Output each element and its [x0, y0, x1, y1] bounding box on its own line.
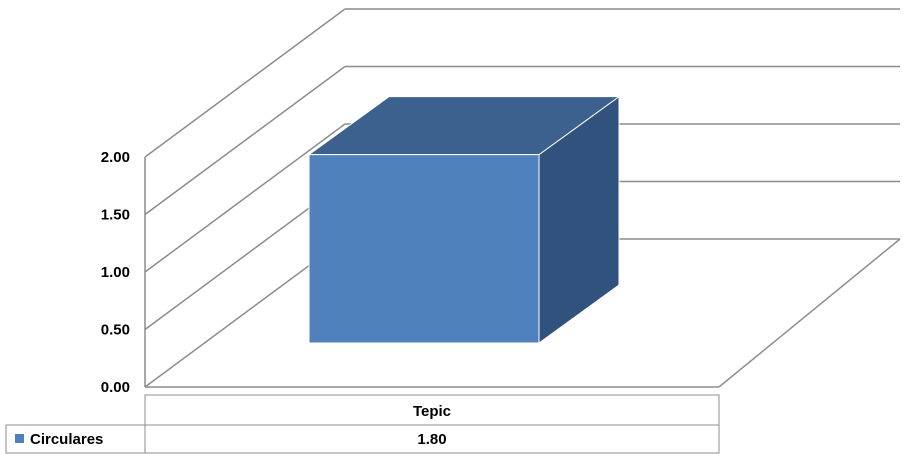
- y-tick-label: 1.00: [101, 264, 130, 281]
- table-cell-value: [144, 424, 720, 454]
- gridline-diagonal: [144, 123, 346, 273]
- y-axis-ticks: 0.00 0.50 1.00 1.50 2.00: [101, 149, 130, 396]
- y-tick-label: 1.50: [101, 207, 130, 224]
- gridline-diagonal: [144, 8, 346, 158]
- floor-right-edge: [718, 238, 901, 388]
- bars: [307, 95, 621, 344]
- legend-label: Circulares: [30, 431, 103, 448]
- y-tick-label: 0.50: [101, 322, 130, 339]
- y-tick-label: 0.00: [101, 379, 130, 396]
- gridline-diagonal: [144, 65, 346, 216]
- data-table: Tepic Circulares 1.80: [5, 394, 720, 454]
- bar-front: [308, 154, 540, 344]
- table-value: 1.80: [417, 431, 446, 448]
- category-label: Tepic: [413, 403, 451, 420]
- y-tick-label: 2.00: [101, 149, 130, 166]
- legend-swatch: [15, 434, 24, 443]
